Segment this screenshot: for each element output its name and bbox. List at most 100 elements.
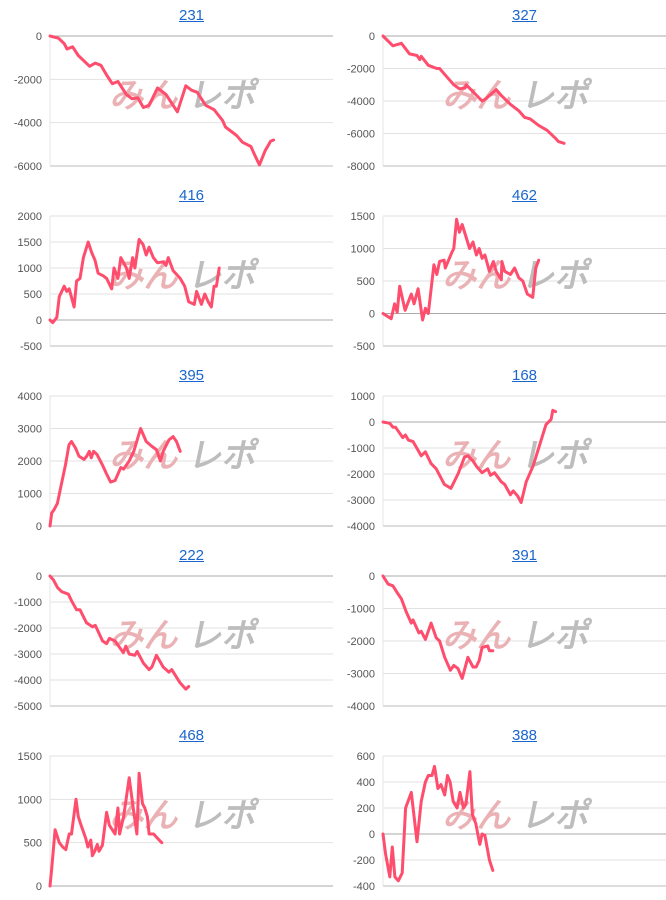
chart-231: 0 -2000 -4000 -6000 みん レポ 231 <box>0 0 333 180</box>
y-tick-label: 1500 <box>18 237 42 249</box>
y-tick-label: -200 <box>353 855 375 867</box>
chart-391: 0 -1000 -2000 -3000 -4000 みん レポ 391 <box>333 540 666 720</box>
chart-title-link[interactable]: 468 <box>178 727 205 744</box>
y-tick-label: 0 <box>369 417 375 429</box>
series-line <box>381 574 495 680</box>
y-tick-label: 500 <box>24 838 42 850</box>
series-line <box>48 237 221 325</box>
chart-title-link[interactable]: 388 <box>511 727 538 744</box>
y-tick-label: 500 <box>357 276 375 288</box>
chart-title-link[interactable]: 222 <box>178 547 205 564</box>
y-tick-label: -2000 <box>347 636 375 648</box>
y-tick-label: -4000 <box>347 521 375 533</box>
y-tick-label: -3000 <box>347 669 375 681</box>
chart-title-link[interactable]: 391 <box>511 547 538 564</box>
series-line <box>381 764 495 883</box>
y-tick-label: 1000 <box>351 244 375 256</box>
y-tick-label: 4000 <box>18 391 42 403</box>
series-line <box>48 34 276 167</box>
chart-222: 0 -1000 -2000 -3000 -4000 -5000 みん レポ 222 <box>0 540 333 720</box>
watermark-logo: みん レポ <box>441 616 595 656</box>
series-line <box>48 427 182 528</box>
chart-title-link[interactable]: 462 <box>511 187 538 204</box>
svg-text:レポ: レポ <box>186 76 262 116</box>
y-tick-label: -4000 <box>347 701 375 713</box>
watermark-logo: みん レポ <box>108 616 262 656</box>
line-chart: 1500 1000 500 0 みん レポ <box>18 751 333 893</box>
chart-title-link[interactable]: 416 <box>178 187 205 204</box>
y-tick-label: 1000 <box>18 794 42 806</box>
svg-text:レポ: レポ <box>519 76 595 116</box>
y-tick-label: 1500 <box>351 211 375 223</box>
svg-text:レポ: レポ <box>186 616 262 656</box>
svg-text:レポ: レポ <box>519 256 595 296</box>
y-tick-label: -500 <box>353 341 375 353</box>
y-tick-label: 0 <box>36 31 42 43</box>
svg-text:みん: みん <box>441 256 517 296</box>
line-chart: 2000 1500 1000 500 0 -500 みん レポ <box>18 211 333 353</box>
watermark-logo: みん レポ <box>441 256 595 296</box>
svg-text:みん: みん <box>441 616 517 656</box>
y-tick-label: -1000 <box>14 597 42 609</box>
watermark-logo: みん レポ <box>441 796 595 836</box>
y-tick-label: -2000 <box>14 623 42 635</box>
chart-395: 4000 3000 2000 1000 0 みん レポ 395 <box>0 360 333 540</box>
y-tick-label: -400 <box>353 881 375 893</box>
y-tick-label: 500 <box>24 289 42 301</box>
y-tick-label: 0 <box>369 571 375 583</box>
svg-text:レポ: レポ <box>186 436 262 476</box>
y-tick-label: 1500 <box>18 751 42 763</box>
y-tick-label: 0 <box>36 521 42 533</box>
y-tick-label: 1000 <box>18 489 42 501</box>
y-tick-label: -2000 <box>347 469 375 481</box>
y-tick-label: 2000 <box>18 211 42 223</box>
chart-168: 1000 0 -1000 -2000 -3000 -4000 みん レポ 168 <box>333 360 666 540</box>
y-tick-label: -500 <box>20 341 42 353</box>
y-tick-label: -3000 <box>14 649 42 661</box>
y-tick-label: -4000 <box>347 96 375 108</box>
y-tick-label: -6000 <box>14 161 42 173</box>
line-chart: 600 400 200 0 -200 -400 みん レポ <box>353 751 666 893</box>
watermark-logo: みん レポ <box>108 796 262 836</box>
y-tick-label: 600 <box>357 751 375 763</box>
y-tick-label: 2000 <box>18 456 42 468</box>
series-line <box>48 771 164 888</box>
y-tick-label: -2000 <box>14 74 42 86</box>
y-tick-label: 1000 <box>351 391 375 403</box>
series-line <box>381 217 541 322</box>
chart-416: 2000 1500 1000 500 0 -500 みん レポ 416 <box>0 180 333 360</box>
svg-text:レポ: レポ <box>186 256 262 296</box>
chart-462: 1500 1000 500 0 -500 みん レポ 462 <box>333 180 666 360</box>
y-tick-label: -1000 <box>347 443 375 455</box>
svg-text:レポ: レポ <box>519 616 595 656</box>
y-tick-label: 0 <box>36 315 42 327</box>
line-chart: 0 -1000 -2000 -3000 -4000 -5000 みん レポ <box>14 571 333 713</box>
y-tick-label: -6000 <box>347 129 375 141</box>
y-tick-label: -4000 <box>14 675 42 687</box>
line-chart: 1500 1000 500 0 -500 みん レポ <box>351 211 666 353</box>
y-tick-label: -4000 <box>14 118 42 130</box>
y-tick-label: 3000 <box>18 424 42 436</box>
series-line <box>381 34 566 145</box>
y-tick-label: -2000 <box>347 64 375 76</box>
chart-title-link[interactable]: 168 <box>511 367 538 384</box>
y-tick-label: 0 <box>369 829 375 841</box>
y-tick-label: -3000 <box>347 495 375 507</box>
chart-title-link[interactable]: 327 <box>511 7 538 24</box>
chart-327: 0 -2000 -4000 -6000 -8000 みん レポ 327 <box>333 0 666 180</box>
chart-title-link[interactable]: 395 <box>178 367 205 384</box>
y-tick-label: 200 <box>357 803 375 815</box>
y-tick-label: 1000 <box>18 263 42 275</box>
y-tick-label: 0 <box>36 571 42 583</box>
series-line <box>381 408 558 505</box>
svg-text:レポ: レポ <box>519 796 595 836</box>
line-chart: 0 -1000 -2000 -3000 -4000 みん レポ <box>347 571 666 713</box>
y-tick-label: 0 <box>36 881 42 893</box>
watermark-logo: みん レポ <box>108 256 262 296</box>
y-tick-label: -1000 <box>347 604 375 616</box>
chart-title-link[interactable]: 231 <box>178 7 205 24</box>
